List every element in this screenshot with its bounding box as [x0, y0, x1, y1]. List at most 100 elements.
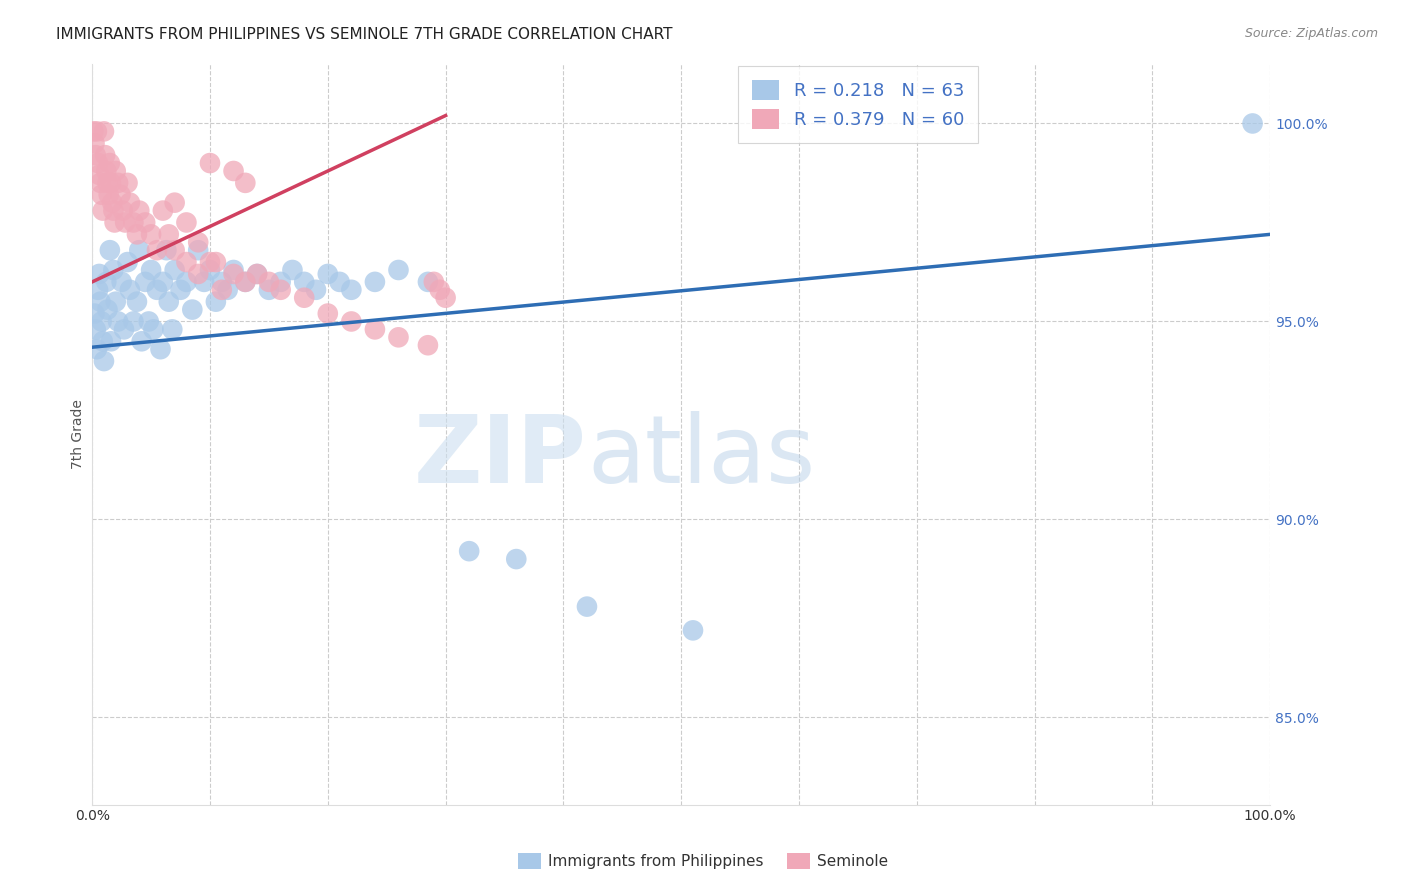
- Point: [198, 255, 221, 269]
- Point: [157, 227, 180, 242]
- Point: [96, 275, 118, 289]
- Point: [134, 275, 156, 289]
- Point: [86, 124, 108, 138]
- Point: [117, 255, 139, 269]
- Point: [103, 215, 125, 229]
- Point: [87, 156, 110, 170]
- Point: [364, 275, 387, 289]
- Point: [157, 294, 180, 309]
- Point: [134, 215, 156, 229]
- Point: [90, 314, 112, 328]
- Point: [198, 156, 221, 170]
- Point: [83, 136, 105, 151]
- Point: [155, 243, 177, 257]
- Point: [128, 243, 150, 257]
- Point: [176, 255, 198, 269]
- Point: [87, 283, 110, 297]
- Point: [89, 294, 111, 309]
- Point: [193, 275, 215, 289]
- Point: [111, 275, 134, 289]
- Point: [429, 283, 451, 297]
- Point: [122, 314, 145, 328]
- Point: [292, 291, 315, 305]
- Point: [340, 283, 363, 297]
- Point: [93, 124, 115, 138]
- Point: [270, 283, 292, 297]
- Point: [211, 275, 233, 289]
- Point: [91, 203, 114, 218]
- Point: [233, 176, 256, 190]
- Point: [107, 314, 129, 328]
- Point: [169, 283, 191, 297]
- Point: [125, 294, 148, 309]
- Point: [575, 599, 598, 614]
- Point: [139, 263, 162, 277]
- Point: [117, 176, 139, 190]
- Point: [104, 164, 127, 178]
- Point: [152, 203, 174, 218]
- Point: [142, 322, 165, 336]
- Point: [364, 322, 387, 336]
- Point: [97, 187, 120, 202]
- Point: [176, 215, 198, 229]
- Point: [89, 176, 111, 190]
- Point: [233, 275, 256, 289]
- Point: [138, 314, 160, 328]
- Point: [198, 263, 221, 277]
- Point: [152, 275, 174, 289]
- Point: [292, 275, 315, 289]
- Point: [100, 176, 122, 190]
- Point: [181, 302, 204, 317]
- Point: [83, 307, 105, 321]
- Point: [94, 148, 117, 162]
- Point: [89, 168, 111, 182]
- Point: [246, 267, 269, 281]
- Point: [257, 283, 280, 297]
- Point: [222, 164, 245, 178]
- Point: [90, 187, 112, 202]
- Point: [423, 275, 446, 289]
- Point: [505, 552, 527, 566]
- Point: [111, 203, 134, 218]
- Point: [205, 255, 228, 269]
- Point: [91, 334, 114, 349]
- Point: [103, 263, 125, 277]
- Point: [222, 267, 245, 281]
- Text: Source: ZipAtlas.com: Source: ZipAtlas.com: [1244, 27, 1378, 40]
- Point: [103, 203, 125, 218]
- Point: [316, 267, 339, 281]
- Point: [682, 624, 704, 638]
- Point: [187, 235, 209, 250]
- Point: [98, 243, 121, 257]
- Point: [416, 275, 439, 289]
- Point: [176, 275, 198, 289]
- Point: [98, 156, 121, 170]
- Point: [84, 148, 107, 162]
- Point: [387, 330, 409, 344]
- Point: [110, 187, 132, 202]
- Point: [100, 334, 122, 349]
- Point: [139, 227, 162, 242]
- Point: [125, 227, 148, 242]
- Point: [316, 307, 339, 321]
- Point: [281, 263, 304, 277]
- Point: [257, 275, 280, 289]
- Point: [104, 294, 127, 309]
- Point: [146, 283, 169, 297]
- Point: [305, 283, 328, 297]
- Point: [387, 263, 409, 277]
- Point: [114, 215, 136, 229]
- Point: [1241, 116, 1264, 130]
- Point: [163, 195, 186, 210]
- Point: [162, 322, 184, 336]
- Point: [222, 263, 245, 277]
- Point: [118, 283, 141, 297]
- Text: IMMIGRANTS FROM PHILIPPINES VS SEMINOLE 7TH GRADE CORRELATION CHART: IMMIGRANTS FROM PHILIPPINES VS SEMINOLE …: [56, 27, 672, 42]
- Point: [329, 275, 352, 289]
- Point: [101, 195, 124, 210]
- Y-axis label: 7th Grade: 7th Grade: [72, 400, 86, 469]
- Point: [458, 544, 481, 558]
- Point: [211, 283, 233, 297]
- Point: [96, 164, 118, 178]
- Point: [84, 322, 107, 336]
